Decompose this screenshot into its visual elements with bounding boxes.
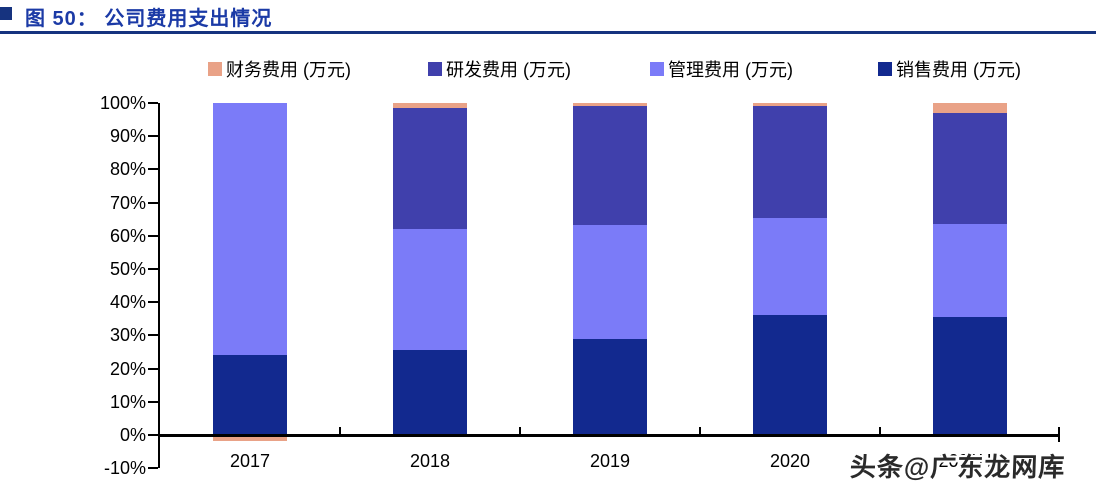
x-axis-tick bbox=[879, 427, 881, 435]
y-axis-tick bbox=[148, 168, 158, 171]
legend-item: 研发费用 (万元) bbox=[428, 60, 571, 80]
bar-segment-研发费用(万元) bbox=[753, 106, 827, 218]
y-axis-tick bbox=[148, 268, 158, 270]
y-axis-tick bbox=[148, 135, 158, 138]
figure-title: 图 50： 公司费用支出情况 bbox=[25, 8, 273, 30]
bar-segment-研发费用(万元) bbox=[573, 106, 647, 226]
x-axis-label: 2021H1 bbox=[938, 451, 1002, 471]
y-axis-label: 10% bbox=[109, 391, 146, 412]
y-axis bbox=[158, 103, 160, 469]
watermark: 头条@广东龙网库 bbox=[849, 452, 1066, 482]
title-bullet-square bbox=[0, 7, 12, 20]
bar-segment-销售费用(万元) bbox=[933, 317, 1007, 435]
title-underline bbox=[0, 31, 1096, 34]
bar-segment-销售费用(万元) bbox=[753, 315, 827, 435]
y-axis-label: -10% bbox=[103, 458, 146, 479]
bar-segment-财务费用(万元) bbox=[393, 103, 467, 108]
bar-segment-销售费用(万元) bbox=[573, 338, 647, 435]
y-axis-label: 20% bbox=[109, 358, 146, 379]
bar-segment-销售费用(万元) bbox=[393, 350, 467, 435]
bar-segment-管理费用(万元) bbox=[393, 229, 467, 351]
legend-item: 财务费用 (万元) bbox=[208, 60, 351, 80]
y-axis-tick bbox=[148, 201, 158, 204]
y-axis-tick bbox=[148, 234, 158, 237]
y-axis-label: 60% bbox=[109, 225, 146, 246]
x-axis-label: 2019 bbox=[589, 451, 631, 471]
y-axis-tick bbox=[148, 434, 158, 436]
x-axis-label: 2017 bbox=[229, 451, 271, 471]
legend-swatch bbox=[650, 62, 664, 76]
y-axis-label: 40% bbox=[109, 292, 146, 313]
y-axis-label: 30% bbox=[109, 325, 146, 346]
y-axis-label: 100% bbox=[99, 93, 146, 113]
bar-segment-财务费用(万元) bbox=[933, 103, 1007, 113]
legend-item: 销售费用 (万元) bbox=[878, 60, 1021, 80]
legend-label: 管理费用 (万元) bbox=[668, 60, 793, 80]
y-axis-tick bbox=[148, 102, 158, 104]
bar-segment-管理费用(万元) bbox=[573, 225, 647, 339]
legend-swatch bbox=[208, 62, 222, 76]
legend-swatch bbox=[878, 62, 892, 76]
y-axis-label: 70% bbox=[109, 192, 146, 213]
bar-segment-管理费用(万元) bbox=[213, 103, 287, 356]
x-axis-tick bbox=[519, 427, 521, 435]
legend-label: 销售费用 (万元) bbox=[896, 60, 1021, 80]
x-axis-tick bbox=[699, 427, 701, 435]
x-axis-tick bbox=[339, 427, 341, 435]
y-axis-label: 80% bbox=[109, 159, 146, 180]
x-axis-baseline bbox=[158, 434, 1060, 437]
y-axis-tick bbox=[148, 467, 158, 470]
bar-segment-研发费用(万元) bbox=[933, 112, 1007, 225]
bar-segment-财务费用(万元) bbox=[573, 103, 647, 107]
legend-label: 财务费用 (万元) bbox=[226, 60, 351, 80]
legend-label: 研发费用 (万元) bbox=[446, 60, 571, 80]
legend-swatch bbox=[428, 62, 442, 76]
x-axis-label: 2018 bbox=[409, 451, 451, 471]
bar-segment-销售费用(万元) bbox=[213, 355, 287, 435]
bar-segment-管理费用(万元) bbox=[753, 217, 827, 316]
y-axis-label: 0% bbox=[119, 425, 146, 445]
x-axis-label: 2020 bbox=[769, 451, 811, 471]
legend-item: 管理费用 (万元) bbox=[650, 60, 793, 80]
bar-segment-研发费用(万元) bbox=[393, 107, 467, 230]
bar-segment-管理费用(万元) bbox=[933, 224, 1007, 318]
bar-segment-财务费用(万元) bbox=[753, 103, 827, 107]
y-axis-tick bbox=[148, 334, 158, 337]
bar-segment-财务费用(万元) bbox=[213, 437, 287, 441]
y-axis-label: 50% bbox=[109, 259, 146, 279]
y-axis-tick bbox=[148, 301, 158, 304]
y-axis-tick bbox=[148, 400, 158, 403]
y-axis-label: 90% bbox=[109, 126, 146, 147]
y-axis-tick bbox=[148, 367, 158, 370]
